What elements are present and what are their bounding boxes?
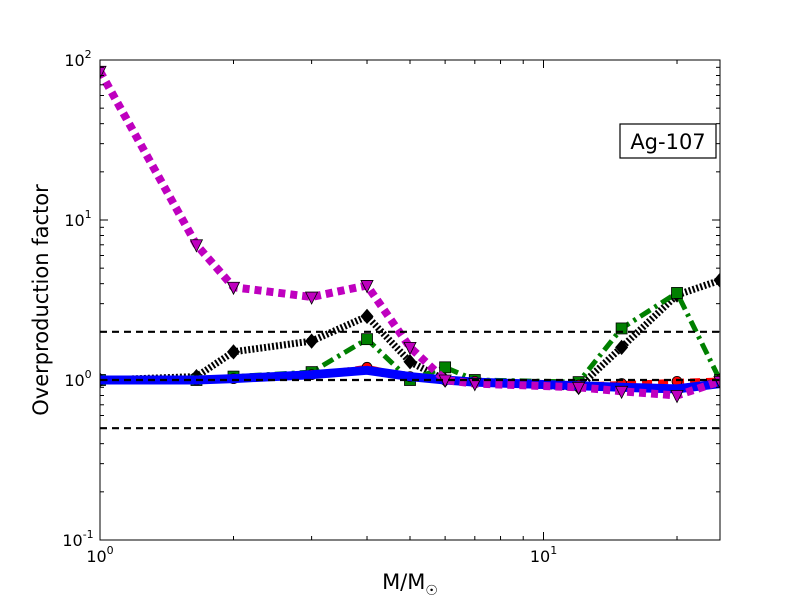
- series-0-point: [615, 339, 629, 355]
- series-1-point: [615, 322, 628, 335]
- series-1-point: [361, 333, 373, 346]
- annotation-box: Ag-107: [619, 123, 717, 159]
- y-axis-label: Overproduction factor: [29, 184, 53, 416]
- x-tick-label: 101: [530, 544, 557, 566]
- series-4-point: [614, 385, 629, 400]
- series-4-point: [226, 281, 241, 296]
- series-0-point: [360, 308, 374, 324]
- reference-lines: [100, 330, 720, 430]
- series-0-point: [403, 354, 417, 370]
- series-layer: [100, 65, 720, 404]
- series-0-point: [305, 333, 319, 349]
- series-1-point: [671, 287, 683, 299]
- annotation-frame: [619, 123, 717, 159]
- series-4-point: [189, 239, 204, 253]
- series-line-4: [100, 69, 720, 400]
- series-4-point: [360, 280, 374, 294]
- series-line-0: [100, 276, 720, 391]
- y-tick-label: 102: [64, 48, 91, 70]
- x-tick-label: 100: [86, 544, 113, 566]
- y-tick-label: 101: [64, 208, 91, 230]
- y-tick-label: 100: [64, 368, 91, 390]
- series-4-point: [571, 381, 586, 396]
- x-axis-label: M/M☉: [382, 570, 438, 599]
- series-4-point: [403, 341, 417, 356]
- series-line-3: [100, 365, 720, 394]
- series-1-point: [439, 361, 452, 374]
- series-3: [100, 365, 720, 394]
- series-4-point: [670, 390, 684, 404]
- series-4-point: [304, 291, 319, 305]
- y-tick-label: 10-1: [62, 528, 93, 550]
- series-4-point: [468, 378, 482, 392]
- series-0-point: [226, 344, 241, 360]
- annotation-label: Ag-107: [630, 130, 705, 154]
- series-4: [100, 65, 720, 404]
